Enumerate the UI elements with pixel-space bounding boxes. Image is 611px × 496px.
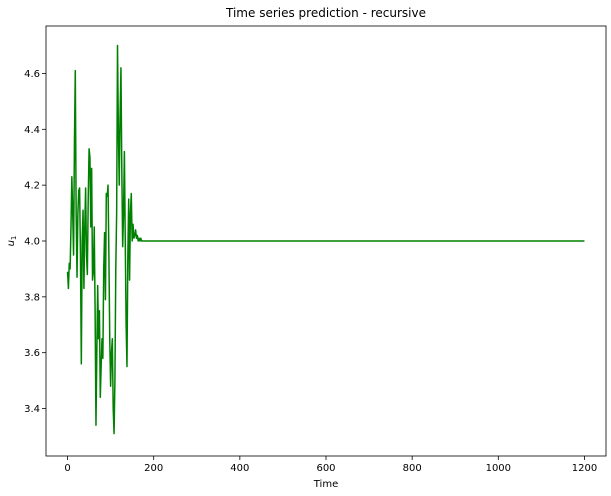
y-tick-label: 4.2 (24, 181, 40, 192)
x-tick-label: 1200 (572, 463, 597, 474)
x-tick-label: 400 (230, 463, 249, 474)
y-axis-label-subscript: 1 (10, 236, 18, 240)
x-axis-label: Time (313, 479, 338, 490)
x-tick-label: 800 (403, 463, 422, 474)
y-tick-label: 3.6 (24, 348, 40, 359)
series-line-0 (66, 44, 585, 435)
y-axis-label: u1 (6, 236, 18, 247)
y-axis: 3.4 3.6 3.8 4.0 4.2 4.4 4.6 (24, 69, 46, 415)
x-tick-label: 600 (316, 463, 335, 474)
y-axis-label-base: u (6, 240, 17, 246)
x-axis: 0 200 400 600 800 1000 1200 (64, 456, 597, 474)
y-tick-label: 3.4 (24, 404, 40, 415)
x-tick-label: 0 (64, 463, 70, 474)
x-tick-label: 200 (144, 463, 163, 474)
y-tick-label: 3.8 (24, 292, 40, 303)
y-tick-label: 4.0 (24, 237, 40, 248)
plot-area (66, 44, 585, 435)
y-tick-label: 4.6 (24, 69, 40, 80)
y-tick-label: 4.4 (24, 125, 40, 136)
chart-title: Time series prediction - recursive (225, 6, 426, 20)
x-tick-label: 1000 (486, 463, 511, 474)
